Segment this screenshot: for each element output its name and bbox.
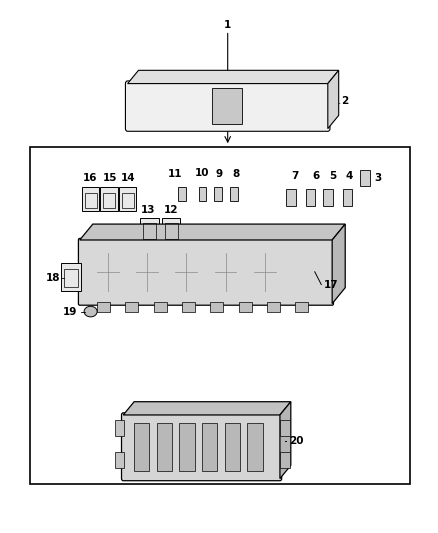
Bar xyxy=(295,302,308,312)
Bar xyxy=(180,423,194,471)
Text: 18: 18 xyxy=(46,273,60,283)
FancyBboxPatch shape xyxy=(125,81,330,131)
Bar xyxy=(230,187,238,200)
Bar xyxy=(134,423,149,471)
Text: 14: 14 xyxy=(121,173,136,183)
Text: 13: 13 xyxy=(141,205,155,215)
Bar xyxy=(119,188,136,211)
Text: 9: 9 xyxy=(215,169,223,179)
Polygon shape xyxy=(280,402,291,479)
Text: 12: 12 xyxy=(164,205,178,215)
FancyBboxPatch shape xyxy=(121,413,282,481)
Text: 17: 17 xyxy=(323,279,338,289)
Bar xyxy=(97,302,110,312)
Bar xyxy=(82,188,99,211)
Bar xyxy=(182,302,195,312)
Text: 11: 11 xyxy=(168,169,183,179)
Polygon shape xyxy=(332,224,345,304)
Polygon shape xyxy=(123,402,291,415)
Bar xyxy=(165,223,177,239)
Bar xyxy=(225,423,240,471)
Bar xyxy=(214,187,222,200)
Bar xyxy=(60,263,81,291)
Bar xyxy=(64,269,78,287)
Bar xyxy=(280,420,290,436)
Bar xyxy=(360,170,370,186)
Bar xyxy=(239,302,252,312)
Bar xyxy=(323,189,332,206)
Text: 19: 19 xyxy=(63,306,78,317)
Bar xyxy=(306,189,315,206)
Polygon shape xyxy=(328,70,339,128)
Text: 4: 4 xyxy=(346,172,353,181)
Bar xyxy=(267,302,280,312)
Bar xyxy=(100,188,117,211)
Text: 5: 5 xyxy=(329,172,337,181)
Bar xyxy=(157,423,172,471)
Bar xyxy=(210,302,223,312)
Bar xyxy=(286,189,296,206)
Bar xyxy=(343,189,352,206)
Bar xyxy=(202,423,217,471)
Polygon shape xyxy=(127,70,339,84)
Text: 8: 8 xyxy=(232,169,240,179)
Text: 15: 15 xyxy=(102,173,117,183)
Bar xyxy=(115,420,124,436)
Bar xyxy=(162,217,180,242)
Bar xyxy=(125,302,138,312)
Polygon shape xyxy=(80,224,345,240)
Bar xyxy=(154,302,167,312)
Bar xyxy=(140,217,159,242)
Ellipse shape xyxy=(84,306,97,317)
Text: 2: 2 xyxy=(341,96,348,106)
Bar xyxy=(121,193,134,208)
Bar xyxy=(212,88,242,124)
Bar xyxy=(85,193,97,208)
Text: 16: 16 xyxy=(83,173,97,183)
Bar xyxy=(30,147,410,484)
Text: 3: 3 xyxy=(375,173,382,183)
Text: 6: 6 xyxy=(312,172,320,181)
Text: 1: 1 xyxy=(224,20,231,30)
Text: 20: 20 xyxy=(289,437,303,447)
FancyBboxPatch shape xyxy=(78,238,333,305)
Bar xyxy=(247,423,262,471)
Bar xyxy=(178,187,186,200)
Bar xyxy=(143,223,156,239)
Text: 7: 7 xyxy=(291,172,299,181)
Bar xyxy=(198,187,206,200)
Bar xyxy=(280,452,290,468)
Bar xyxy=(103,193,115,208)
Bar xyxy=(115,452,124,468)
Text: 10: 10 xyxy=(195,168,209,177)
